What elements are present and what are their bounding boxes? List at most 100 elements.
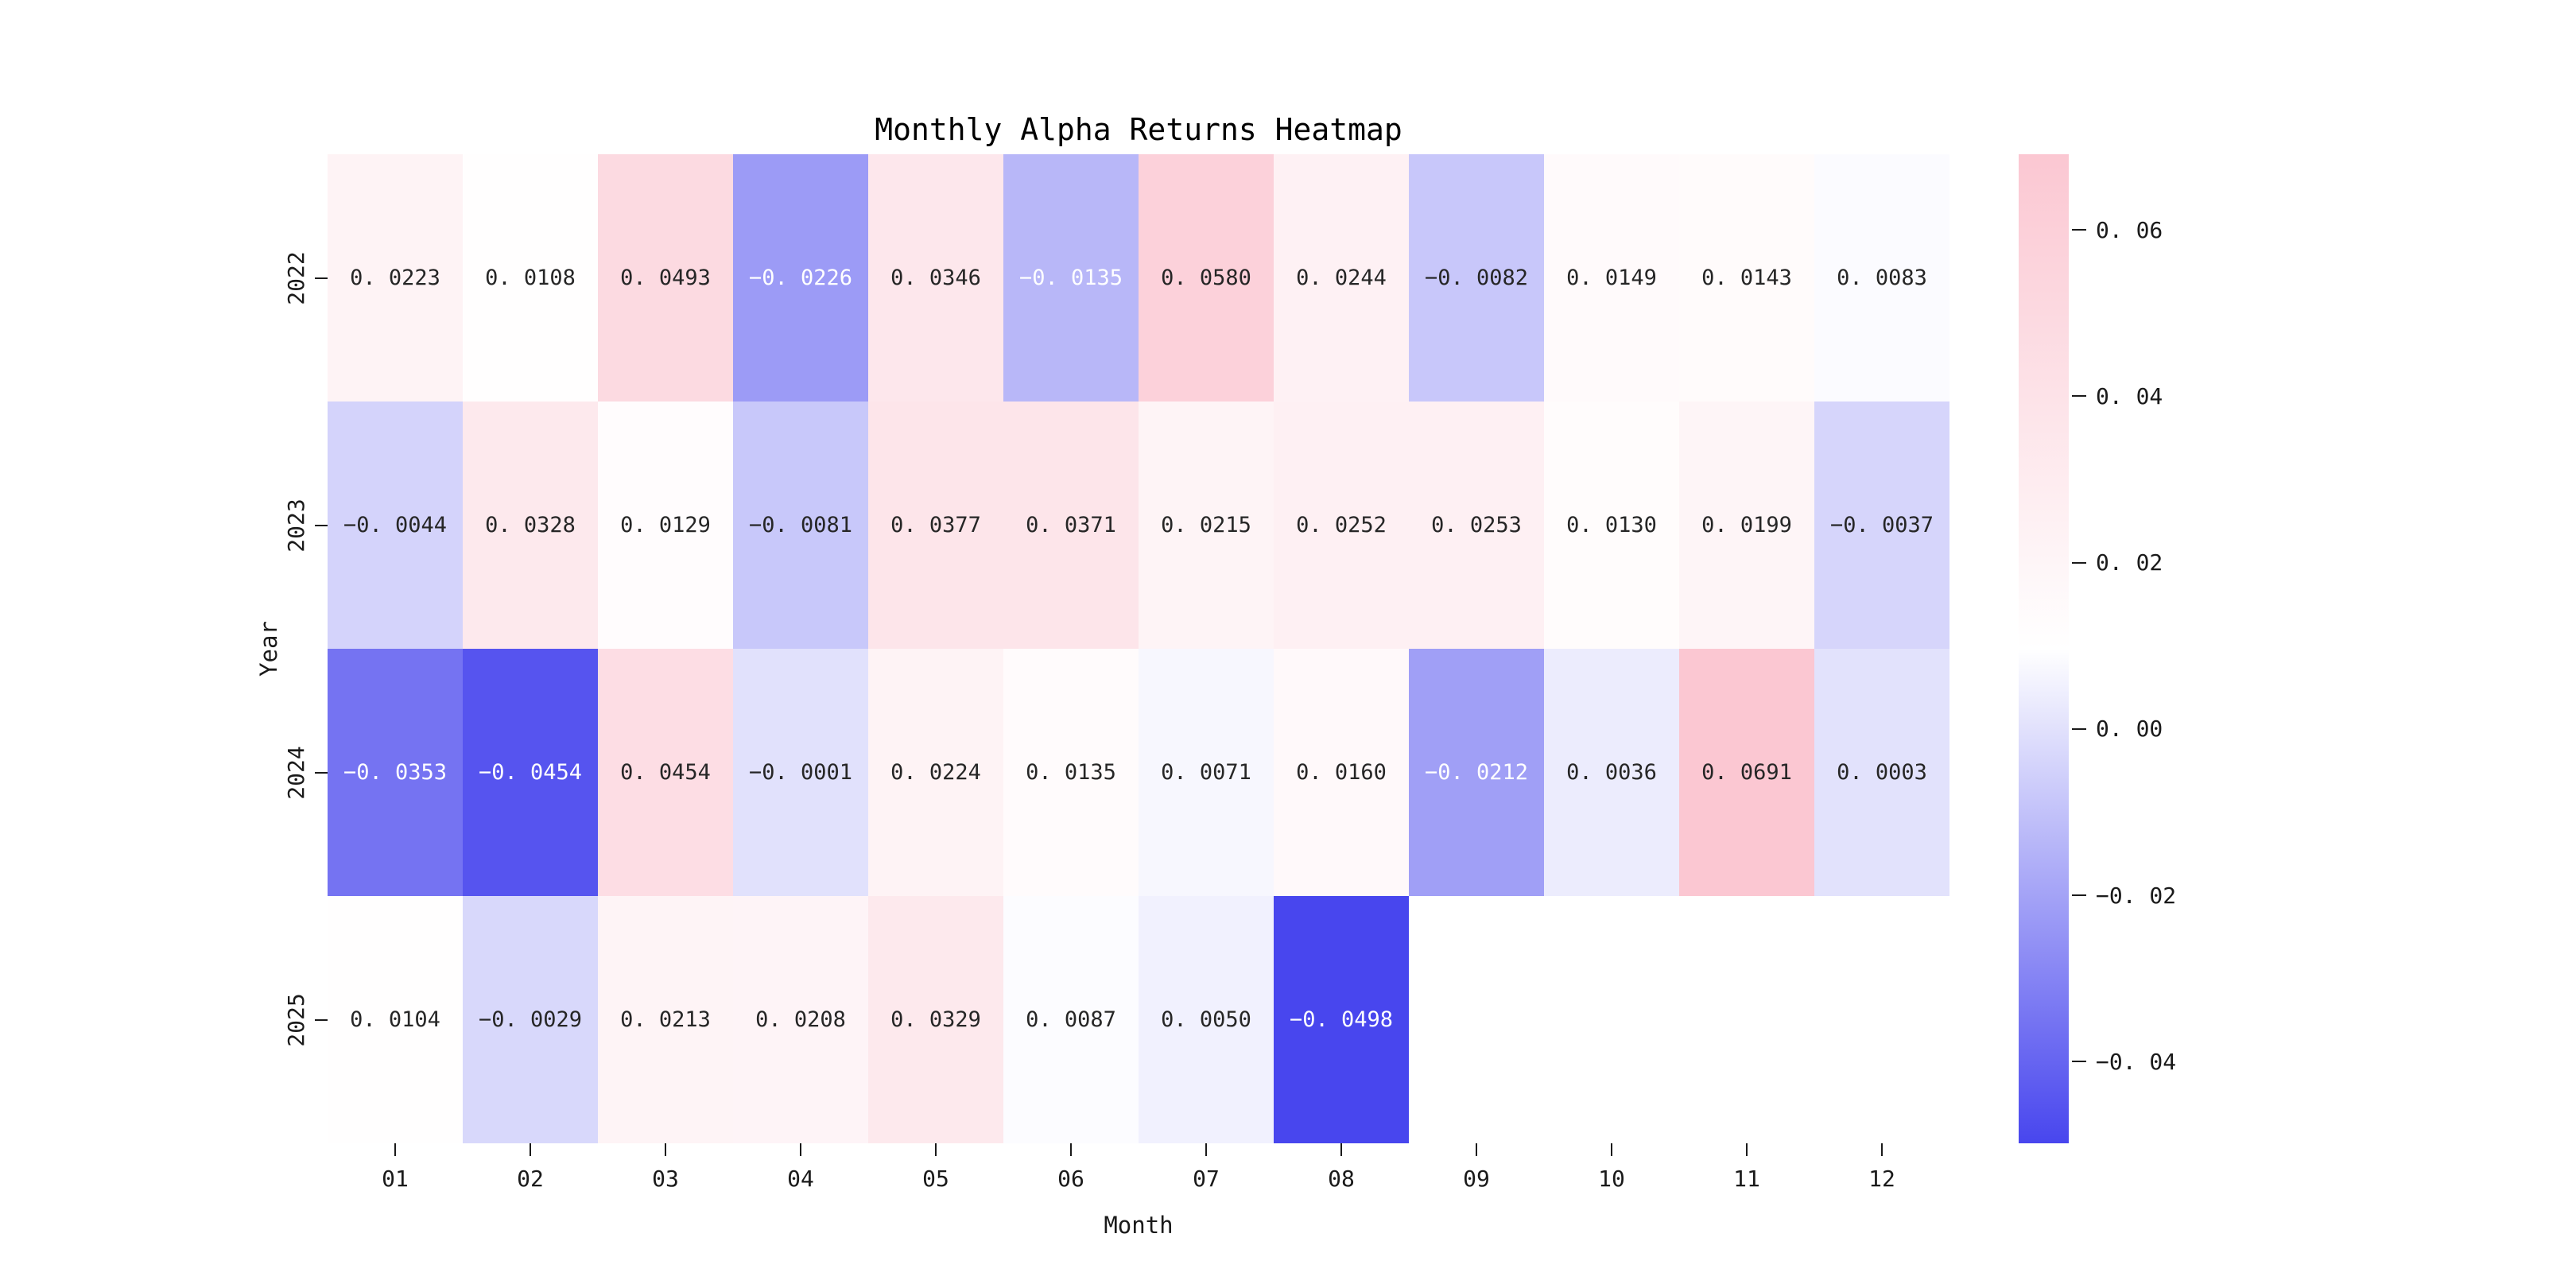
heatmap-cell: 0. 0691 bbox=[1679, 649, 1814, 896]
cell-value: 0. 0580 bbox=[1161, 266, 1251, 290]
cell-value: 0. 0346 bbox=[890, 266, 981, 290]
cell-value: 0. 0130 bbox=[1566, 513, 1657, 537]
cell-value: 0. 0135 bbox=[1026, 760, 1116, 785]
heatmap-cell: 0. 0493 bbox=[598, 154, 733, 402]
heatmap-cell: 0. 0143 bbox=[1679, 154, 1814, 402]
cell-value: 0. 0215 bbox=[1161, 513, 1251, 537]
cell-value: −0. 0029 bbox=[478, 1007, 583, 1032]
heatmap-cell: 0. 0036 bbox=[1544, 649, 1679, 896]
y-tick-label: 2023 bbox=[282, 498, 309, 553]
heatmap-cell: 0. 0454 bbox=[598, 649, 733, 896]
y-tick bbox=[315, 771, 328, 774]
cell-value: 0. 0454 bbox=[620, 760, 711, 785]
heatmap-cell: −0. 0226 bbox=[733, 154, 868, 402]
x-tick bbox=[1070, 1143, 1072, 1156]
cell-value: 0. 0160 bbox=[1296, 760, 1387, 785]
cell-value: −0. 0212 bbox=[1424, 760, 1529, 785]
heatmap-cell: 0. 0253 bbox=[1409, 402, 1544, 649]
y-tick-label: 2022 bbox=[282, 250, 309, 305]
colorbar-tick bbox=[2072, 1061, 2086, 1063]
cell-value: 0. 0691 bbox=[1701, 760, 1792, 785]
cell-value: 0. 0199 bbox=[1701, 513, 1792, 537]
cell-value: −0. 0353 bbox=[343, 760, 448, 785]
heatmap-cell: −0. 0353 bbox=[328, 649, 463, 896]
x-tick-label: 06 bbox=[1057, 1166, 1084, 1192]
heatmap-cell: 0. 0244 bbox=[1274, 154, 1409, 402]
colorbar-tick bbox=[2072, 894, 2086, 897]
heatmap-cell: −0. 0454 bbox=[463, 649, 598, 896]
x-tick bbox=[935, 1143, 937, 1156]
cell-value: −0. 0082 bbox=[1424, 266, 1529, 290]
colorbar-tick bbox=[2072, 727, 2086, 730]
x-tick-label: 03 bbox=[652, 1166, 679, 1192]
x-tick bbox=[1340, 1143, 1342, 1156]
chart-title: Monthly Alpha Returns Heatmap bbox=[875, 112, 1402, 147]
cell-value: 0. 0329 bbox=[890, 1007, 981, 1032]
heatmap-cell: −0. 0029 bbox=[463, 896, 598, 1143]
cell-value: −0. 0044 bbox=[343, 513, 448, 537]
y-tick-label: 2024 bbox=[282, 745, 309, 800]
x-tick-label: 08 bbox=[1328, 1166, 1355, 1192]
heatmap-cell: −0. 0044 bbox=[328, 402, 463, 649]
cell-value: 0. 0087 bbox=[1026, 1007, 1116, 1032]
x-tick bbox=[530, 1143, 531, 1156]
heatmap-cell: 0. 0160 bbox=[1274, 649, 1409, 896]
heatmap-cell: 0. 0104 bbox=[328, 896, 463, 1143]
heatmap-cell: −0. 0001 bbox=[733, 649, 868, 896]
colorbar-tick-label: 0. 04 bbox=[2096, 382, 2163, 409]
x-tick-label: 04 bbox=[787, 1166, 814, 1192]
cell-value: 0. 0253 bbox=[1431, 513, 1522, 537]
colorbar-tick bbox=[2072, 395, 2086, 398]
cell-value: −0. 0454 bbox=[478, 760, 583, 785]
cell-value: 0. 0493 bbox=[620, 266, 711, 290]
heatmap-cell: 0. 0071 bbox=[1139, 649, 1274, 896]
cell-value: 0. 0223 bbox=[350, 266, 440, 290]
colorbar-gradient bbox=[2019, 154, 2069, 1143]
colorbar-tick-label: 0. 00 bbox=[2096, 716, 2163, 743]
x-tick bbox=[1205, 1143, 1207, 1156]
y-tick bbox=[315, 524, 328, 526]
x-tick bbox=[665, 1143, 666, 1156]
x-tick bbox=[394, 1143, 396, 1156]
colorbar-tick-label: 0. 02 bbox=[2096, 549, 2163, 576]
cell-value: −0. 0135 bbox=[1018, 266, 1123, 290]
heatmap-cell: 0. 0215 bbox=[1139, 402, 1274, 649]
heatmap-cell: −0. 0037 bbox=[1814, 402, 1949, 649]
x-tick bbox=[1611, 1143, 1612, 1156]
heatmap-cell: 0. 0108 bbox=[463, 154, 598, 402]
heatmap-cell: 0. 0346 bbox=[868, 154, 1003, 402]
heatmap-cell: 0. 0130 bbox=[1544, 402, 1679, 649]
x-tick bbox=[800, 1143, 801, 1156]
cell-value: 0. 0377 bbox=[890, 513, 981, 537]
colorbar-tick-label: −0. 02 bbox=[2096, 882, 2177, 909]
y-axis-label: Year bbox=[255, 621, 282, 677]
x-tick-label: 05 bbox=[922, 1166, 949, 1192]
heatmap-grid: 0. 0223 0. 0108 0. 0493 −0. 0226 0. 0346 −0. … bbox=[328, 154, 1949, 1143]
heatmap-cell: 0. 0371 bbox=[1003, 402, 1139, 649]
cell-value: 0. 0129 bbox=[620, 513, 711, 537]
cell-value: 0. 0149 bbox=[1566, 266, 1657, 290]
cell-value: 0. 0003 bbox=[1837, 760, 1927, 785]
heatmap-cell: 0. 0329 bbox=[868, 896, 1003, 1143]
heatmap-cell: 0. 0129 bbox=[598, 402, 733, 649]
cell-value: 0. 0143 bbox=[1701, 266, 1792, 290]
colorbar-tick bbox=[2072, 229, 2086, 231]
x-tick-label: 02 bbox=[517, 1166, 544, 1192]
cell-value: 0. 0224 bbox=[890, 760, 981, 785]
y-tick-label: 2025 bbox=[282, 992, 309, 1047]
heatmap-cell: −0. 0135 bbox=[1003, 154, 1139, 402]
heatmap-cell: −0. 0082 bbox=[1409, 154, 1544, 402]
cell-value: 0. 0213 bbox=[620, 1007, 711, 1032]
cell-value: 0. 0108 bbox=[485, 266, 576, 290]
colorbar-tick bbox=[2072, 561, 2086, 564]
cell-value: 0. 0036 bbox=[1566, 760, 1657, 785]
colorbar-tick-label: 0. 06 bbox=[2096, 216, 2163, 243]
heatmap-cell: 0. 0208 bbox=[733, 896, 868, 1143]
cell-value: 0. 0071 bbox=[1161, 760, 1251, 785]
cell-value: 0. 0208 bbox=[755, 1007, 846, 1032]
y-tick bbox=[315, 1018, 328, 1021]
cell-value: −0. 0001 bbox=[748, 760, 853, 785]
heatmap-cell: 0. 0213 bbox=[598, 896, 733, 1143]
x-tick-label: 11 bbox=[1733, 1166, 1760, 1192]
